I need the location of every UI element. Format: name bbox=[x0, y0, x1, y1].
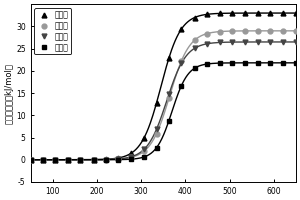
样品四 bbox=[29, 159, 32, 161]
样品三 bbox=[193, 16, 196, 19]
样品二 bbox=[193, 39, 196, 41]
Line: 样品一: 样品一 bbox=[28, 61, 298, 162]
样品三 bbox=[244, 12, 247, 14]
样品三 bbox=[29, 159, 32, 161]
样品二 bbox=[142, 150, 146, 152]
样品三 bbox=[129, 152, 133, 155]
样品四 bbox=[155, 128, 158, 130]
样品三 bbox=[230, 12, 234, 14]
样品三 bbox=[78, 159, 82, 161]
样品一 bbox=[29, 159, 32, 161]
样品二 bbox=[104, 158, 108, 161]
样品一 bbox=[218, 62, 221, 64]
样品二 bbox=[256, 30, 260, 32]
样品四 bbox=[268, 41, 272, 43]
样品一 bbox=[205, 63, 209, 65]
样品四 bbox=[104, 158, 108, 161]
样品三 bbox=[180, 28, 183, 30]
样品二 bbox=[117, 158, 120, 160]
样品四 bbox=[92, 158, 95, 161]
样品二 bbox=[205, 32, 209, 35]
样品四 bbox=[193, 47, 196, 49]
样品四 bbox=[256, 41, 260, 43]
样品四 bbox=[41, 159, 45, 161]
样品二 bbox=[244, 30, 247, 32]
样品二 bbox=[129, 156, 133, 159]
样品一 bbox=[230, 62, 234, 64]
样品四 bbox=[218, 41, 221, 44]
样品四 bbox=[244, 41, 247, 43]
样品二 bbox=[29, 159, 32, 161]
样品四 bbox=[230, 41, 234, 43]
样品一 bbox=[256, 62, 260, 64]
样品四 bbox=[205, 43, 209, 45]
样品一 bbox=[78, 159, 82, 161]
样品三 bbox=[155, 102, 158, 104]
样品三 bbox=[167, 57, 171, 59]
样品四 bbox=[294, 41, 298, 43]
样品二 bbox=[180, 60, 183, 62]
样品二 bbox=[230, 30, 234, 32]
样品四 bbox=[66, 159, 70, 161]
样品三 bbox=[268, 12, 272, 14]
样品三 bbox=[256, 12, 260, 14]
样品二 bbox=[78, 159, 82, 161]
样品四 bbox=[54, 159, 57, 161]
样品二 bbox=[281, 30, 284, 32]
样品一 bbox=[193, 67, 196, 69]
样品三 bbox=[104, 158, 108, 160]
样品一 bbox=[117, 158, 120, 161]
样品二 bbox=[294, 30, 298, 32]
Y-axis label: 总热释放值（kJ/mol）: 总热释放值（kJ/mol） bbox=[4, 63, 13, 124]
样品二 bbox=[41, 159, 45, 161]
样品四 bbox=[142, 148, 146, 150]
样品四 bbox=[281, 41, 284, 43]
样品二 bbox=[92, 158, 95, 161]
样品三 bbox=[54, 159, 57, 161]
样品二 bbox=[218, 30, 221, 33]
Line: 样品二: 样品二 bbox=[28, 28, 298, 162]
样品三 bbox=[205, 13, 209, 16]
样品一 bbox=[41, 159, 45, 161]
样品一 bbox=[244, 62, 247, 64]
样品一 bbox=[66, 159, 70, 161]
样品三 bbox=[66, 159, 70, 161]
样品一 bbox=[281, 62, 284, 64]
样品四 bbox=[180, 62, 183, 65]
样品四 bbox=[167, 93, 171, 95]
样品四 bbox=[78, 159, 82, 161]
样品一 bbox=[268, 62, 272, 64]
样品二 bbox=[54, 159, 57, 161]
样品一 bbox=[180, 85, 183, 87]
Line: 样品三: 样品三 bbox=[28, 11, 298, 162]
样品三 bbox=[117, 157, 120, 159]
样品一 bbox=[104, 159, 108, 161]
Line: 样品四: 样品四 bbox=[28, 40, 298, 162]
样品一 bbox=[54, 159, 57, 161]
样品一 bbox=[129, 158, 133, 160]
样品一 bbox=[167, 119, 171, 122]
样品四 bbox=[117, 158, 120, 160]
样品三 bbox=[218, 12, 221, 15]
样品一 bbox=[142, 156, 146, 158]
样品一 bbox=[92, 159, 95, 161]
样品三 bbox=[92, 158, 95, 161]
样品二 bbox=[155, 132, 158, 135]
样品三 bbox=[41, 159, 45, 161]
样品二 bbox=[167, 97, 171, 99]
样品二 bbox=[66, 159, 70, 161]
样品二 bbox=[268, 30, 272, 32]
样品三 bbox=[294, 12, 298, 14]
样品一 bbox=[155, 146, 158, 149]
样品三 bbox=[142, 137, 146, 139]
Legend: 样品三, 样品二, 样品四, 样品一: 样品三, 样品二, 样品四, 样品一 bbox=[34, 8, 71, 54]
样品四 bbox=[129, 156, 133, 158]
样品一 bbox=[294, 62, 298, 64]
样品三 bbox=[281, 12, 284, 14]
